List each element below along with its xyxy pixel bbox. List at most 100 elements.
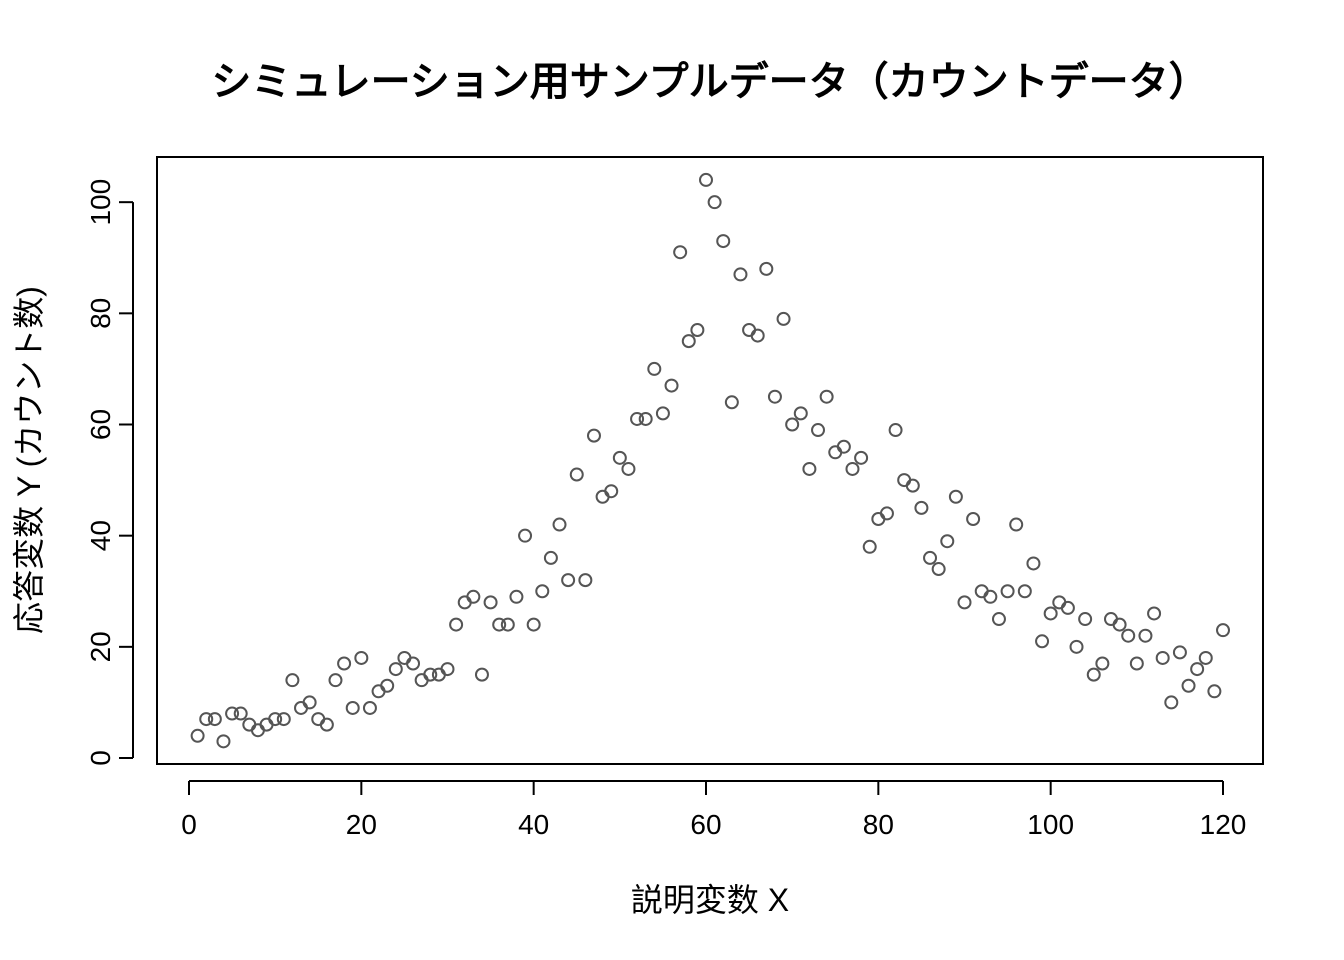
data-point [966, 511, 981, 526]
data-point [931, 562, 946, 577]
data-point [294, 700, 309, 715]
data-point [1138, 628, 1153, 643]
data-point [655, 406, 670, 421]
data-point [414, 673, 429, 688]
data-point [1129, 656, 1144, 671]
data-point [1207, 684, 1222, 699]
data-point [991, 612, 1006, 627]
data-point [1043, 606, 1058, 621]
y-tick-label: 20 [85, 631, 116, 662]
data-point [767, 389, 782, 404]
data-point [1103, 612, 1118, 627]
data-point [699, 172, 714, 187]
data-point [1035, 634, 1050, 649]
data-point [302, 695, 317, 710]
data-point [974, 584, 989, 599]
data-point [561, 573, 576, 588]
data-point [802, 461, 817, 476]
data-point [1190, 662, 1205, 677]
data-point [707, 195, 722, 210]
data-point [1216, 623, 1231, 638]
chart-title: シミュレーション用サンプルデータ（カウントデータ） [211, 59, 1208, 105]
y-tick-label: 40 [85, 520, 116, 551]
data-point [406, 656, 421, 671]
data-point [1155, 650, 1170, 665]
data-point [828, 445, 843, 460]
data-point [854, 450, 869, 465]
data-point [371, 684, 386, 699]
data-point [466, 589, 481, 604]
data-point [776, 311, 791, 326]
data-point [604, 484, 619, 499]
data-point [621, 461, 636, 476]
data-point [500, 617, 515, 632]
data-point [759, 261, 774, 276]
data-point [897, 473, 912, 488]
data-point [871, 511, 886, 526]
data-point [1009, 517, 1024, 532]
data-point [905, 478, 920, 493]
data-point [535, 584, 550, 599]
data-point [1078, 612, 1093, 627]
data-point [578, 573, 593, 588]
data-point [552, 517, 567, 532]
data-point [612, 450, 627, 465]
data-point [664, 378, 679, 393]
data-point [819, 389, 834, 404]
x-tick-label: 0 [181, 809, 197, 840]
data-point [1052, 595, 1067, 610]
x-tick-label: 60 [690, 809, 721, 840]
y-tick-label: 60 [85, 409, 116, 440]
data-point [509, 589, 524, 604]
data-point [457, 595, 472, 610]
data-point [268, 712, 283, 727]
data-point [793, 406, 808, 421]
data-points [190, 172, 1231, 749]
data-point [199, 712, 214, 727]
x-tick-label: 40 [518, 809, 549, 840]
data-point [250, 723, 265, 738]
data-point [681, 334, 696, 349]
data-point [1026, 556, 1041, 571]
data-point [724, 395, 739, 410]
data-point [862, 539, 877, 554]
data-point [259, 717, 274, 732]
data-point [1198, 650, 1213, 665]
data-point [311, 712, 326, 727]
data-point [233, 706, 248, 721]
data-point [207, 712, 222, 727]
y-tick-label: 0 [85, 750, 116, 766]
data-point [836, 439, 851, 454]
data-point [319, 717, 334, 732]
y-tick-label: 100 [85, 179, 116, 226]
data-point [733, 267, 748, 282]
data-point [449, 617, 464, 632]
y-axis: 0 20 40 60 80 100 [85, 179, 134, 766]
data-point [673, 245, 688, 260]
x-tick-label: 80 [863, 809, 894, 840]
data-point [690, 323, 705, 338]
data-point [940, 534, 955, 549]
data-point [845, 461, 860, 476]
data-point [526, 617, 541, 632]
data-point [923, 550, 938, 565]
data-point [190, 728, 205, 743]
data-point [276, 712, 291, 727]
data-point [397, 650, 412, 665]
data-point [948, 489, 963, 504]
data-point [1060, 600, 1075, 615]
data-point [595, 489, 610, 504]
data-point [879, 506, 894, 521]
data-point [569, 467, 584, 482]
data-point [543, 550, 558, 565]
data-point [1121, 628, 1136, 643]
x-axis-label: 説明変数 X [631, 882, 789, 918]
data-point [1017, 584, 1032, 599]
data-point [337, 656, 352, 671]
data-point [518, 528, 533, 543]
y-tick-label: 80 [85, 298, 116, 329]
x-axis: 0 20 40 60 80 100 120 [181, 780, 1246, 840]
data-point [1112, 617, 1127, 632]
data-point [354, 650, 369, 665]
